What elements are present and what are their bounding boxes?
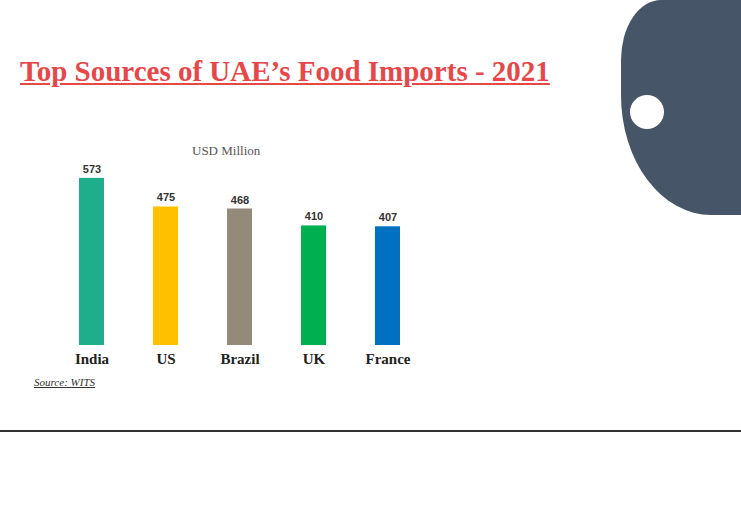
html-text:Source: WITS: Source: WITS	[34, 376, 95, 388]
svg-text:468: 468	[231, 194, 249, 206]
svg-text:Brazil: Brazil	[220, 351, 259, 367]
svg-text:475: 475	[157, 191, 175, 203]
svg-text:UK: UK	[303, 351, 326, 367]
svg-text:407: 407	[379, 211, 397, 223]
svg-text:410: 410	[305, 210, 323, 222]
svg-text:India: India	[75, 351, 110, 367]
svg-text:France: France	[366, 351, 411, 367]
svg-text:573: 573	[83, 163, 101, 175]
svg-text:US: US	[156, 351, 175, 367]
html-text:Top Sources of UAE’s Food Impo: Top Sources of UAE’s Food Imports - 2021	[20, 55, 550, 87]
html-text:USD Million: USD Million	[192, 143, 261, 158]
